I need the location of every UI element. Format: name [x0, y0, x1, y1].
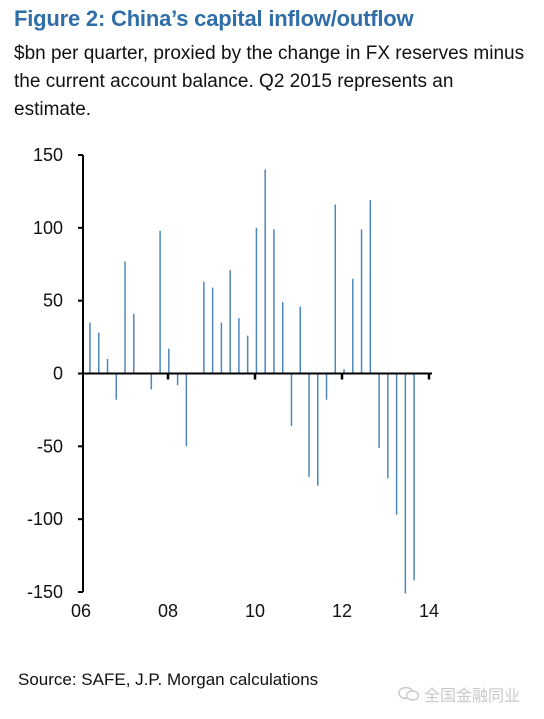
- x-axis: 06 08 10 12 14: [71, 372, 439, 621]
- y-tick-label: 0: [53, 364, 63, 384]
- bar-2007Q2: [133, 313, 135, 374]
- bar-2011Q4: [290, 373, 293, 426]
- x-tick-label: 14: [419, 601, 439, 621]
- bar-2013Q2: [343, 369, 345, 374]
- bar-2006Q2: [98, 332, 100, 374]
- y-tick-label: -50: [37, 436, 63, 456]
- bar-2013Q4: [360, 229, 363, 374]
- bar-2006Q4: [115, 373, 118, 400]
- bar-2012Q4: [325, 373, 328, 400]
- bar-2010Q1: [229, 270, 231, 374]
- x-tick-label: 12: [332, 601, 352, 621]
- y-axis: 150 100 50 0 -50 -100 -150: [27, 145, 84, 602]
- bar-2009Q3: [211, 287, 214, 374]
- bar-2008Q4: [185, 373, 188, 447]
- y-tick-label: 150: [33, 145, 63, 165]
- watermark: 全国金融同业: [398, 682, 520, 706]
- x-tick-label: 10: [245, 601, 265, 621]
- x-tick-label: 08: [158, 601, 178, 621]
- y-tick-label: -100: [27, 509, 63, 529]
- y-tick-label: -150: [27, 582, 63, 602]
- bar-2015Q1: [404, 373, 407, 594]
- bar-2014Q1: [369, 200, 372, 374]
- figure-subtitle: $bn per quarter, proxied by the change i…: [14, 43, 525, 120]
- bar-2009Q4: [220, 322, 223, 374]
- bar-2006Q1: [89, 322, 91, 374]
- watermark-text: 全国金融同业: [424, 688, 521, 705]
- bar-2011Q3: [281, 302, 284, 374]
- bar-2010Q2: [238, 318, 240, 374]
- bar-2013Q3: [352, 278, 354, 374]
- bar-2011Q1: [264, 169, 266, 374]
- source-note: Source: SAFE, J.P. Morgan calculations: [18, 670, 319, 689]
- bar-2008Q1: [159, 230, 161, 374]
- figure-title: Figure 2: China’s capital inflow/outflow: [14, 6, 414, 31]
- bar-2012Q1: [299, 306, 301, 374]
- bar-2010Q4: [255, 227, 258, 374]
- bar-2007Q1: [124, 261, 126, 374]
- bar-2010Q3: [246, 335, 249, 374]
- bar-2007Q4: [150, 373, 153, 390]
- bar-2012Q3: [317, 373, 319, 486]
- bar-2014Q2: [378, 373, 380, 448]
- bar-2006Q3: [106, 358, 109, 374]
- bar-2011Q2: [273, 229, 275, 374]
- bar-2015Q2: [413, 373, 415, 581]
- bar-2009Q2: [203, 281, 205, 374]
- bar-2013Q1: [334, 204, 337, 374]
- bar-series: [89, 169, 415, 594]
- bar-2008Q2: [168, 348, 170, 374]
- x-tick-label: 06: [71, 601, 91, 621]
- chat-bubble-logo-icon: [398, 686, 420, 701]
- bar-2014Q4: [395, 373, 398, 515]
- bar-2014Q3: [387, 373, 389, 479]
- y-tick-label: 50: [43, 291, 63, 311]
- bar-2008Q3: [176, 373, 179, 386]
- y-tick-label: 100: [33, 218, 63, 238]
- bar-2012Q2: [308, 373, 310, 477]
